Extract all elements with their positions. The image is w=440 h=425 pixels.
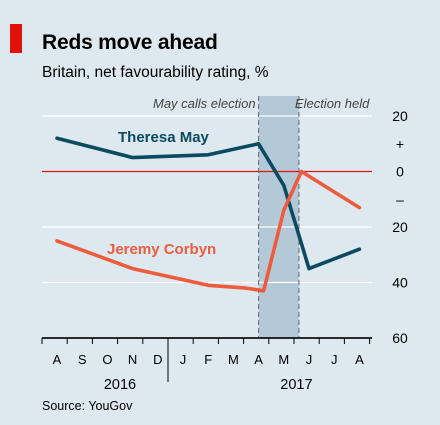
chart-subtitle: Britain, net favourability rating, %	[42, 64, 269, 81]
x-year-label: 2016	[104, 377, 136, 393]
x-month-label: J	[331, 352, 338, 367]
x-month-label: N	[128, 352, 137, 367]
y-tick-label: 20	[392, 219, 408, 235]
source-note: Source: YouGov	[42, 399, 133, 413]
series-line-jeremy-corbyn	[55, 169, 362, 293]
x-month-label: S	[78, 352, 87, 367]
x-month-label: A	[254, 352, 263, 367]
x-month-label: O	[102, 352, 112, 367]
chart-title: Reds move ahead	[42, 31, 218, 54]
red-tag-marker	[10, 24, 22, 53]
y-tick-label: 40	[392, 275, 408, 291]
x-year-label: 2017	[280, 377, 312, 393]
annotation-label: Election held	[295, 96, 370, 111]
series-label-jeremy-corbyn: Jeremy Corbyn	[107, 241, 216, 258]
x-month-label: A	[355, 352, 364, 367]
y-tick-label: 60	[392, 330, 408, 346]
x-month-label: M	[278, 352, 289, 367]
series-label-theresa-may: Theresa May	[118, 129, 210, 146]
x-month-label: M	[228, 352, 239, 367]
series-line-theresa-may	[55, 136, 362, 271]
x-month-label: F	[204, 352, 212, 367]
y-tick-label: 20	[392, 108, 408, 124]
y-tick-label: +	[396, 136, 404, 152]
y-tick-label: 0	[396, 164, 404, 180]
annotation-label: May calls election	[153, 96, 256, 111]
x-month-label: A	[53, 352, 62, 367]
x-month-label: J	[306, 352, 313, 367]
y-tick-label: –	[396, 191, 404, 207]
x-month-label: J	[180, 352, 187, 367]
x-month-label: D	[153, 352, 162, 367]
